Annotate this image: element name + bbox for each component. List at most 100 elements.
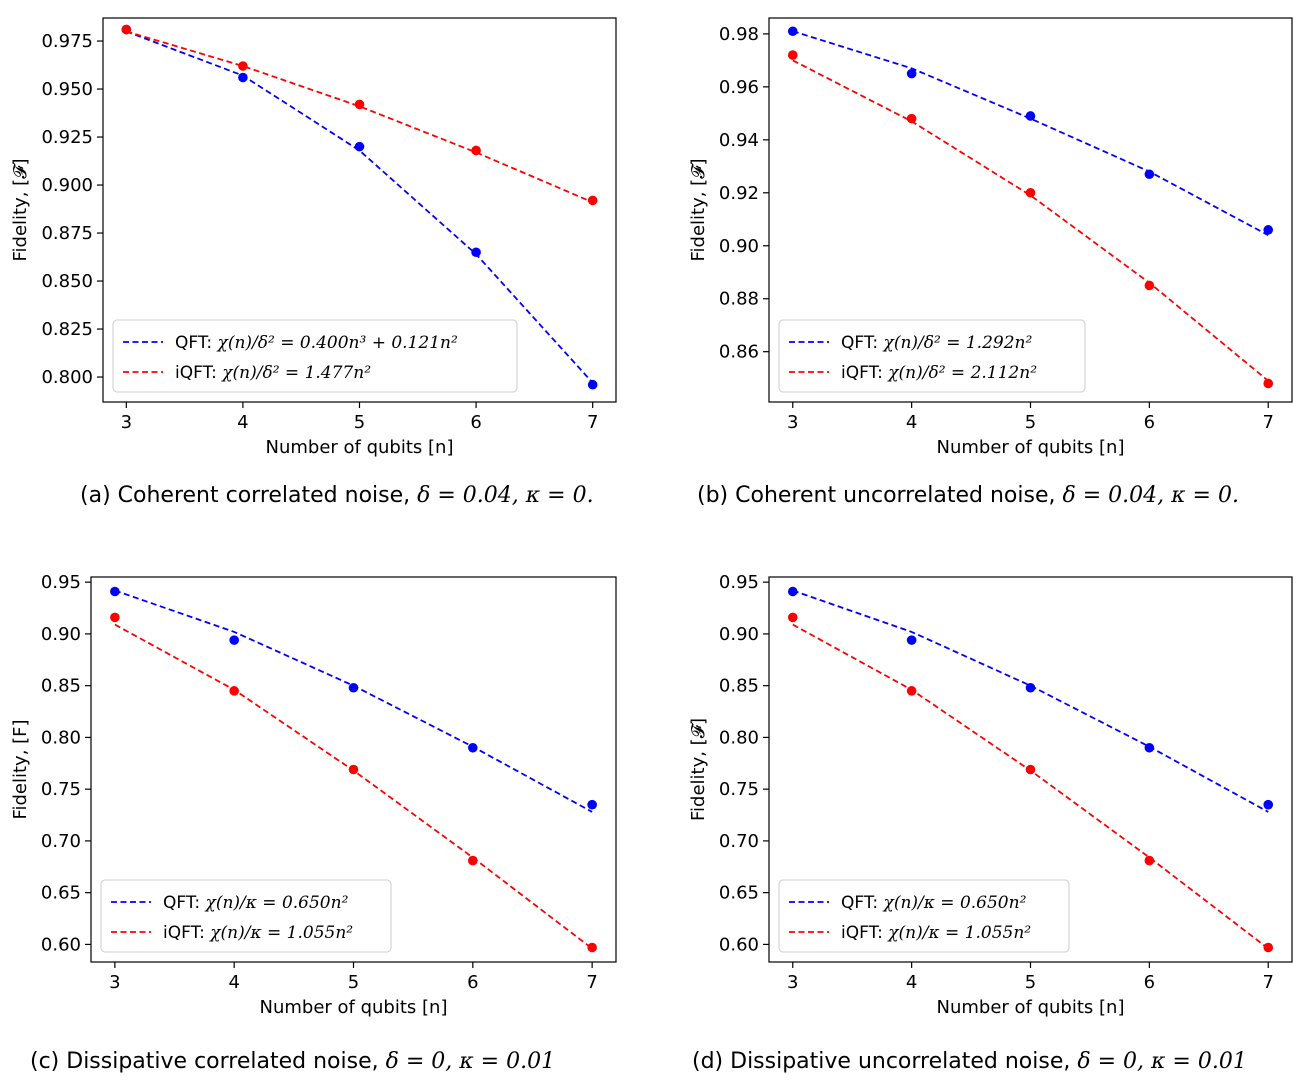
data-point-iqft xyxy=(1263,378,1274,389)
data-point-iqft xyxy=(1025,187,1036,198)
x-tick-label: 4 xyxy=(906,412,917,433)
data-point-qft xyxy=(354,141,365,152)
y-tick-label: 0.975 xyxy=(41,31,93,52)
chart-panel-c: 0.60 0.65 0.70 0.75 0.80 0.85 0.90 0.95 3 4 5 6 7 Num… xyxy=(10,572,617,1074)
x-tick-label: 6 xyxy=(1144,972,1155,993)
y-tick-label: 0.90 xyxy=(719,624,759,645)
y-tick-label: 0.90 xyxy=(719,236,759,257)
x-tick-label: 7 xyxy=(587,412,598,433)
y-tick-label: 0.96 xyxy=(719,77,759,98)
legend-label-iqft: iQFT: χ(n)/δ² = 1.477n² xyxy=(175,363,371,383)
legend-label-qft: QFT: χ(n)/δ² = 1.292n² xyxy=(841,333,1032,353)
legend: QFT: χ(n)/κ = 0.650n² iQFT: χ(n)/κ = 1.05… xyxy=(100,879,392,953)
data-point-qft xyxy=(906,635,917,645)
x-tick-label: 4 xyxy=(237,412,248,433)
y-tick-label: 0.950 xyxy=(41,79,93,100)
x-tick-label: 7 xyxy=(586,972,597,993)
y-axis-label: Fidelity, [𝓕] xyxy=(10,158,31,261)
panel-caption: (d) Dissipative uncorrelated noise, δ = … xyxy=(692,1049,1247,1074)
legend-box xyxy=(112,319,518,393)
x-tick-label: 3 xyxy=(109,972,120,993)
y-tick-label: 0.65 xyxy=(719,883,759,904)
y-tick-label: 0.95 xyxy=(41,572,81,593)
chart-panel-b: 0.86 0.88 0.90 0.92 0.94 0.96 0.98 3 4 5 6 7 Number … xyxy=(688,17,1293,508)
data-point-qft xyxy=(906,68,917,79)
y-tick-label: 0.925 xyxy=(41,127,93,148)
legend-label-qft: QFT: χ(n)/κ = 0.650n² xyxy=(841,893,1027,913)
y-tick-label: 0.75 xyxy=(41,779,81,800)
panel-caption: (a) Coherent correlated noise, δ = 0.04,… xyxy=(80,483,594,508)
data-point-iqft xyxy=(906,113,917,124)
x-tick-label: 3 xyxy=(787,412,798,433)
y-tick-label: 0.80 xyxy=(719,727,759,748)
y-tick-label: 0.70 xyxy=(719,831,759,852)
x-tick-label: 5 xyxy=(348,972,359,993)
y-tick-label: 0.60 xyxy=(41,934,81,955)
data-point-qft xyxy=(1144,169,1155,180)
legend-label-iqft: iQFT: χ(n)/κ = 1.055n² xyxy=(841,923,1031,943)
x-axis-label: Number of qubits [n] xyxy=(266,437,454,458)
data-point-iqft xyxy=(1144,855,1155,866)
data-point-qft xyxy=(468,742,478,753)
x-tick-label: 6 xyxy=(467,972,478,993)
data-point-qft xyxy=(238,72,248,83)
y-tick-label: 0.85 xyxy=(41,676,81,697)
data-point-qft xyxy=(1263,225,1274,235)
y-tick-label: 0.90 xyxy=(41,624,81,645)
fit-line-iqft xyxy=(792,59,1269,382)
y-axis-label: Fidelity, [F] xyxy=(10,719,31,819)
fit-line-qft xyxy=(792,30,1269,236)
legend-box xyxy=(778,319,1086,393)
legend: QFT: χ(n)/δ² = 0.400n³ + 0.121n² iQFT: χ(… xyxy=(112,319,518,393)
y-tick-label: 0.85 xyxy=(719,676,759,697)
y-tick-label: 0.75 xyxy=(719,779,759,800)
y-tick-label: 0.800 xyxy=(41,367,93,388)
y-tick-label: 0.94 xyxy=(719,130,759,151)
legend-label-qft: QFT: χ(n)/δ² = 0.400n³ + 0.121n² xyxy=(175,333,458,353)
panel-caption: (b) Coherent uncorrelated noise, δ = 0.0… xyxy=(697,483,1239,508)
fit-line-qft xyxy=(792,589,1269,813)
y-tick-label: 0.86 xyxy=(719,342,759,363)
data-point-iqft xyxy=(1144,280,1155,291)
y-tick-label: 0.80 xyxy=(41,727,81,748)
y-tick-label: 0.825 xyxy=(41,319,93,340)
x-tick-label: 7 xyxy=(1263,412,1274,433)
data-point-qft xyxy=(1263,799,1274,810)
x-axis-label: Number of qubits [n] xyxy=(260,997,448,1018)
data-point-qft xyxy=(229,635,239,645)
data-point-iqft xyxy=(110,612,120,623)
fit-line-qft xyxy=(114,589,593,813)
data-point-iqft xyxy=(1263,942,1274,953)
x-tick-label: 4 xyxy=(228,972,239,993)
data-point-qft xyxy=(110,586,120,597)
data-point-qft xyxy=(1025,682,1036,693)
data-point-iqft xyxy=(906,686,917,696)
x-tick-label: 5 xyxy=(1025,412,1036,433)
y-tick-label: 0.875 xyxy=(41,223,93,244)
x-tick-label: 5 xyxy=(1025,972,1036,993)
data-point-qft xyxy=(587,799,597,810)
y-tick-label: 0.92 xyxy=(719,183,759,204)
x-tick-label: 6 xyxy=(470,412,481,433)
x-tick-label: 3 xyxy=(121,412,132,433)
data-point-iqft xyxy=(587,195,598,206)
x-tick-label: 7 xyxy=(1263,972,1274,993)
data-point-iqft xyxy=(121,24,132,35)
y-tick-label: 0.900 xyxy=(41,175,93,196)
x-tick-label: 3 xyxy=(787,972,798,993)
y-tick-label: 0.98 xyxy=(719,24,759,45)
data-point-qft xyxy=(471,247,481,258)
legend-label-qft: QFT: χ(n)/κ = 0.650n² xyxy=(163,893,349,913)
data-point-iqft xyxy=(238,61,248,71)
y-tick-label: 0.95 xyxy=(719,572,759,593)
data-point-iqft xyxy=(787,612,798,623)
data-point-iqft xyxy=(468,855,478,866)
legend: QFT: χ(n)/κ = 0.650n² iQFT: χ(n)/κ = 1.05… xyxy=(778,879,1070,953)
data-point-iqft xyxy=(471,145,481,156)
data-point-iqft xyxy=(354,99,365,110)
y-tick-label: 0.60 xyxy=(719,934,759,955)
y-tick-label: 0.65 xyxy=(41,883,81,904)
data-point-qft xyxy=(1144,742,1155,753)
data-point-iqft xyxy=(229,686,239,696)
data-point-iqft xyxy=(348,764,359,775)
